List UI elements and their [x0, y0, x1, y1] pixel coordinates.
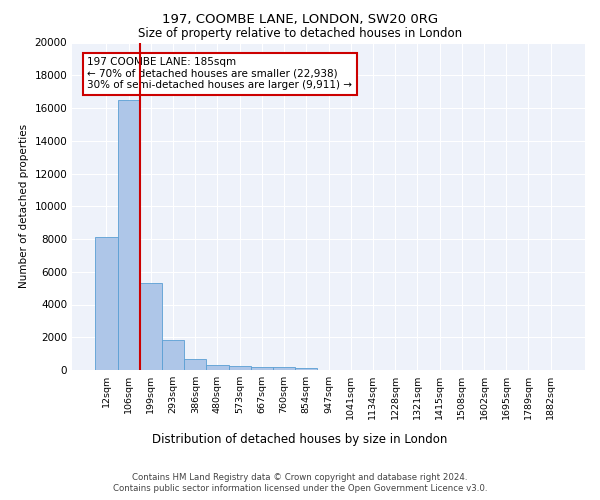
Text: Distribution of detached houses by size in London: Distribution of detached houses by size …: [152, 432, 448, 446]
Bar: [251, 367, 273, 370]
Bar: [229, 366, 251, 370]
Bar: [118, 100, 140, 370]
Bar: [273, 367, 295, 370]
Bar: [295, 368, 317, 370]
Bar: [140, 283, 162, 370]
Text: Size of property relative to detached houses in London: Size of property relative to detached ho…: [138, 28, 462, 40]
Text: Contains public sector information licensed under the Open Government Licence v3: Contains public sector information licen…: [113, 484, 487, 493]
Y-axis label: Number of detached properties: Number of detached properties: [19, 124, 29, 288]
Text: 197 COOMBE LANE: 185sqm
← 70% of detached houses are smaller (22,938)
30% of sem: 197 COOMBE LANE: 185sqm ← 70% of detache…: [88, 57, 352, 90]
Bar: [184, 358, 206, 370]
Bar: [162, 340, 184, 370]
Bar: [206, 365, 229, 370]
Text: 197, COOMBE LANE, LONDON, SW20 0RG: 197, COOMBE LANE, LONDON, SW20 0RG: [162, 12, 438, 26]
Text: Contains HM Land Registry data © Crown copyright and database right 2024.: Contains HM Land Registry data © Crown c…: [132, 472, 468, 482]
Bar: [95, 238, 118, 370]
